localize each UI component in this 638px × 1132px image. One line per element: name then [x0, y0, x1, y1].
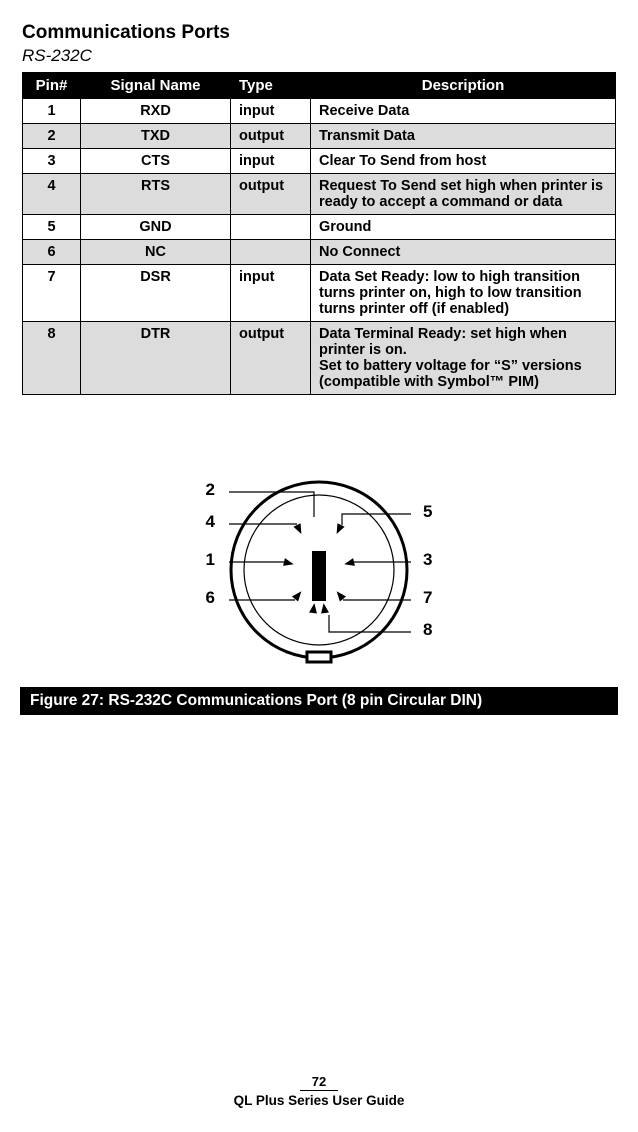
cell-desc: Data Terminal Ready: set high when print… — [311, 322, 616, 395]
cell-desc: Receive Data — [311, 99, 616, 124]
cell-pin: 7 — [23, 265, 81, 322]
table-row: 5GND Ground — [23, 215, 616, 240]
cell-desc: Request To Send set high when printer is… — [311, 174, 616, 215]
cell-pin: 4 — [23, 174, 81, 215]
table-row: 8DTRoutputData Terminal Ready: set high … — [23, 322, 616, 395]
table-row: 7DSRinputData Set Ready: low to high tra… — [23, 265, 616, 322]
table-header-row: Pin# Signal Name Type Description — [23, 73, 616, 99]
cell-type: input — [231, 99, 311, 124]
cell-signal: TXD — [81, 124, 231, 149]
cell-pin: 8 — [23, 322, 81, 395]
page-number: 72 — [300, 1074, 338, 1091]
cell-pin: 6 — [23, 240, 81, 265]
cell-signal: CTS — [81, 149, 231, 174]
port-subtitle: RS-232C — [22, 46, 616, 66]
cell-desc: Clear To Send from host — [311, 149, 616, 174]
pin-label: 2 — [206, 480, 215, 499]
page-title: Communications Ports — [22, 22, 616, 44]
cell-pin: 3 — [23, 149, 81, 174]
table-row: 2TXDoutputTransmit Data — [23, 124, 616, 149]
cell-desc: Data Set Ready: low to high transition t… — [311, 265, 616, 322]
cell-pin: 5 — [23, 215, 81, 240]
cell-type: output — [231, 124, 311, 149]
col-desc: Description — [311, 73, 616, 99]
table-row: 3CTSinputClear To Send from host — [23, 149, 616, 174]
pinout-table: Pin# Signal Name Type Description 1RXDin… — [22, 72, 616, 395]
col-type: Type — [231, 73, 311, 99]
cell-type: input — [231, 265, 311, 322]
guide-title: QL Plus Series User Guide — [0, 1093, 638, 1108]
cell-pin: 1 — [23, 99, 81, 124]
page-footer: 72 QL Plus Series User Guide — [0, 1073, 638, 1108]
cell-type: output — [231, 174, 311, 215]
figure-caption: Figure 27: RS-232C Communications Port (… — [20, 687, 618, 715]
pin-label: 8 — [423, 620, 432, 639]
pin-label: 1 — [206, 550, 215, 569]
table-row: 4RTSoutputRequest To Send set high when … — [23, 174, 616, 215]
col-pin: Pin# — [23, 73, 81, 99]
col-signal: Signal Name — [81, 73, 231, 99]
pin-label: 7 — [423, 588, 432, 607]
cell-signal: NC — [81, 240, 231, 265]
cell-signal: RXD — [81, 99, 231, 124]
cell-type — [231, 215, 311, 240]
cell-desc: Ground — [311, 215, 616, 240]
cell-type: input — [231, 149, 311, 174]
pin-label: 6 — [206, 588, 215, 607]
cell-desc: No Connect — [311, 240, 616, 265]
table-row: 6NC No Connect — [23, 240, 616, 265]
cell-signal: DTR — [81, 322, 231, 395]
cell-signal: RTS — [81, 174, 231, 215]
connector-diagram: 2 4 1 6 5 3 7 8 — [22, 455, 616, 675]
pin-label: 3 — [423, 550, 432, 569]
pin-label: 4 — [206, 512, 216, 531]
cell-type: output — [231, 322, 311, 395]
cell-signal: GND — [81, 215, 231, 240]
table-row: 1RXDinputReceive Data — [23, 99, 616, 124]
cell-desc: Transmit Data — [311, 124, 616, 149]
cell-type — [231, 240, 311, 265]
cell-signal: DSR — [81, 265, 231, 322]
pin-label: 5 — [423, 502, 432, 521]
cell-pin: 2 — [23, 124, 81, 149]
